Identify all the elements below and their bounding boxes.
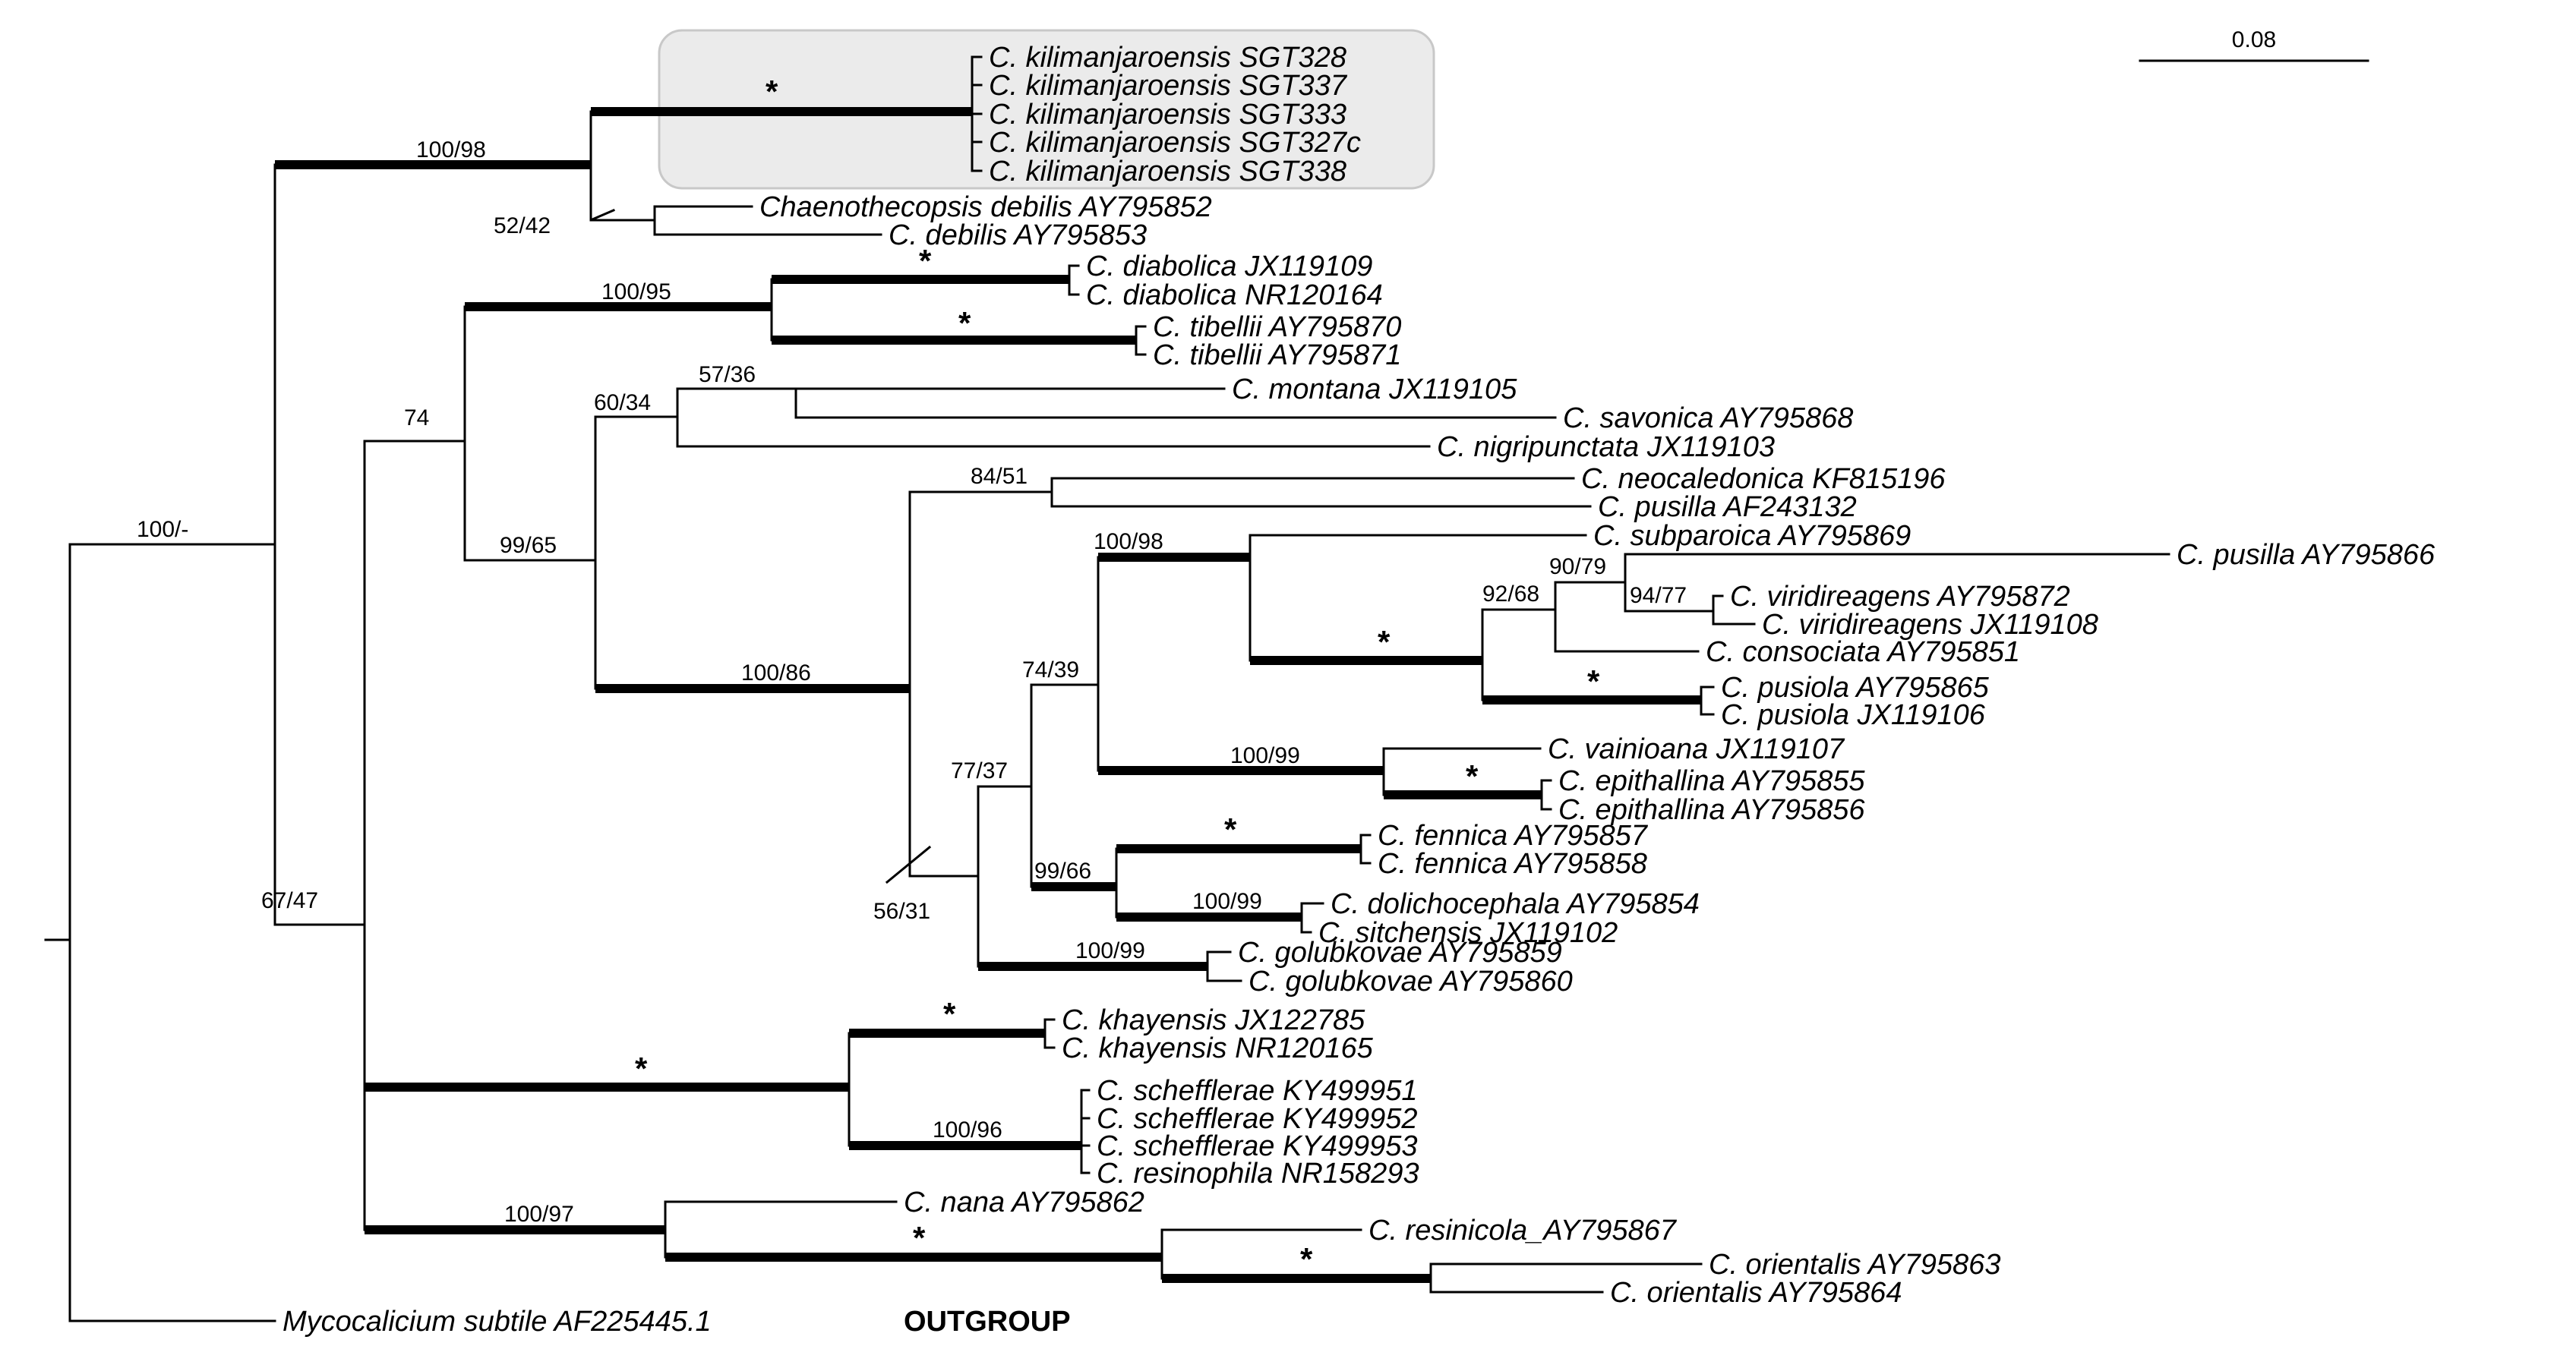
support-value: * bbox=[1300, 1241, 1313, 1277]
support-value: * bbox=[1224, 812, 1237, 847]
tip-label: C. nana AY795862 bbox=[904, 1187, 1144, 1218]
tip-label: C. schefflerae KY499952 bbox=[1097, 1103, 1418, 1135]
tip-label: C. neocaledonica KF815196 bbox=[1581, 463, 1946, 495]
support-values: * 100/98 52/42 * 100/95 * 74 57/36 60/34… bbox=[137, 74, 1687, 1277]
support-value: * bbox=[635, 1051, 648, 1086]
tip-label: C. resinophila NR158293 bbox=[1097, 1158, 1419, 1190]
support-value: 100/- bbox=[137, 517, 188, 542]
support-value: 74 bbox=[404, 405, 429, 430]
support-value: * bbox=[919, 243, 932, 279]
tip-label: C. pusilla AY795866 bbox=[2177, 539, 2436, 571]
support-value: 67/47 bbox=[261, 888, 318, 913]
support-value: 74/39 bbox=[1022, 657, 1079, 682]
tip-label: C. kilimanjaroensis SGT327c bbox=[989, 127, 1361, 159]
tip-label: C. consociata AY795851 bbox=[1706, 636, 2020, 668]
support-value: 57/36 bbox=[699, 362, 756, 387]
support-value: 100/97 bbox=[504, 1202, 574, 1227]
branch bbox=[885, 845, 932, 884]
tip-label: C. kilimanjaroensis SGT328 bbox=[989, 42, 1346, 74]
tip-label: Chaenothecopsis debilis AY795852 bbox=[759, 191, 1212, 223]
support-value: 99/66 bbox=[1034, 859, 1091, 884]
support-value: * bbox=[1378, 624, 1391, 660]
tip-label: C. subparoica AY795869 bbox=[1593, 520, 1911, 552]
support-value: * bbox=[913, 1220, 926, 1256]
tip-label: C. dolichocephala AY795854 bbox=[1331, 888, 1700, 920]
tip-label: C. orientalis AY795864 bbox=[1610, 1277, 1902, 1309]
tip-label: C. fennica AY795858 bbox=[1378, 848, 1647, 880]
tip-label: C. epithallina AY795856 bbox=[1558, 794, 1865, 826]
support-value: * bbox=[1587, 664, 1600, 699]
tip-label: C. golubkovae AY795859 bbox=[1238, 937, 1562, 969]
tip-label: C. khayensis JX122785 bbox=[1062, 1004, 1365, 1036]
tip-label: C. orientalis AY795863 bbox=[1709, 1249, 2000, 1281]
tip-label: C. kilimanjaroensis SGT338 bbox=[989, 156, 1346, 188]
tip-label: Mycocalicium subtile AF225445.1 bbox=[283, 1306, 712, 1338]
tip-label: C. kilimanjaroensis SGT337 bbox=[989, 70, 1348, 102]
support-value: * bbox=[1466, 758, 1479, 794]
tip-label: C. savonica AY795868 bbox=[1563, 402, 1853, 434]
support-value: 100/86 bbox=[741, 660, 811, 686]
support-value: 90/79 bbox=[1549, 554, 1606, 579]
tip-label: C. kilimanjaroensis SGT333 bbox=[989, 99, 1346, 131]
support-value: 60/34 bbox=[594, 390, 651, 415]
tip-label: C. tibellii AY795871 bbox=[1153, 339, 1401, 371]
tip-label: C. schefflerae KY499953 bbox=[1097, 1130, 1418, 1162]
tip-label: C. fennica AY795857 bbox=[1378, 820, 1649, 852]
tip-labels: C. kilimanjaroensis SGT328 C. kilimanjar… bbox=[283, 42, 2436, 1338]
tip-label: C. resinicola_AY795867 bbox=[1368, 1215, 1678, 1247]
tip-label: C. montana JX119105 bbox=[1232, 374, 1517, 405]
branch bbox=[591, 209, 615, 221]
tip-label: C. viridireagens JX119108 bbox=[1762, 609, 2098, 641]
support-value: 100/95 bbox=[601, 279, 671, 304]
tip-label: C. pusiola AY795865 bbox=[1721, 672, 1990, 704]
tip-label: C. golubkovae AY795860 bbox=[1249, 966, 1573, 998]
tip-label: C. khayensis NR120165 bbox=[1062, 1032, 1374, 1064]
scale-bar: 0.08 bbox=[2139, 27, 2369, 62]
support-value: 84/51 bbox=[971, 464, 1028, 489]
support-value: 100/99 bbox=[1230, 743, 1300, 768]
support-value: 100/98 bbox=[1094, 529, 1163, 554]
support-value: 56/31 bbox=[873, 899, 930, 924]
support-value: 100/99 bbox=[1075, 938, 1145, 963]
scale-bar-label: 0.08 bbox=[2232, 27, 2276, 52]
tip-label: C. epithallina AY795855 bbox=[1558, 765, 1865, 797]
support-value: 52/42 bbox=[494, 213, 551, 238]
tip-label: C. viridireagens AY795872 bbox=[1730, 581, 2070, 613]
tip-label: C. nigripunctata JX119103 bbox=[1437, 431, 1775, 463]
support-value: 99/65 bbox=[500, 533, 557, 558]
tip-label: C. vainioana JX119107 bbox=[1548, 733, 1845, 765]
tip-label: C. sitchensis JX119102 bbox=[1318, 917, 1618, 949]
tip-label: C. pusilla AF243132 bbox=[1598, 491, 1857, 523]
support-value: * bbox=[943, 996, 956, 1032]
support-value: 100/99 bbox=[1192, 889, 1262, 914]
tip-label: C. diabolica NR120164 bbox=[1086, 279, 1383, 311]
support-value: 77/37 bbox=[951, 758, 1008, 783]
tip-label: C. pusiola JX119106 bbox=[1721, 699, 1986, 731]
support-value: 100/96 bbox=[933, 1117, 1002, 1143]
support-value: 94/77 bbox=[1630, 583, 1687, 608]
tip-label: C. tibellii AY795870 bbox=[1153, 311, 1401, 343]
tree-branches bbox=[44, 55, 2170, 1322]
support-value: 100/98 bbox=[416, 137, 486, 162]
support-value: * bbox=[958, 305, 971, 341]
tip-label: C. diabolica JX119109 bbox=[1086, 251, 1372, 282]
tip-label: C. debilis AY795853 bbox=[889, 219, 1147, 251]
tip-label: C. schefflerae KY499951 bbox=[1097, 1075, 1418, 1107]
support-value: 92/68 bbox=[1482, 582, 1539, 607]
outgroup-label: OUTGROUP bbox=[904, 1306, 1071, 1338]
support-value: * bbox=[766, 74, 778, 109]
